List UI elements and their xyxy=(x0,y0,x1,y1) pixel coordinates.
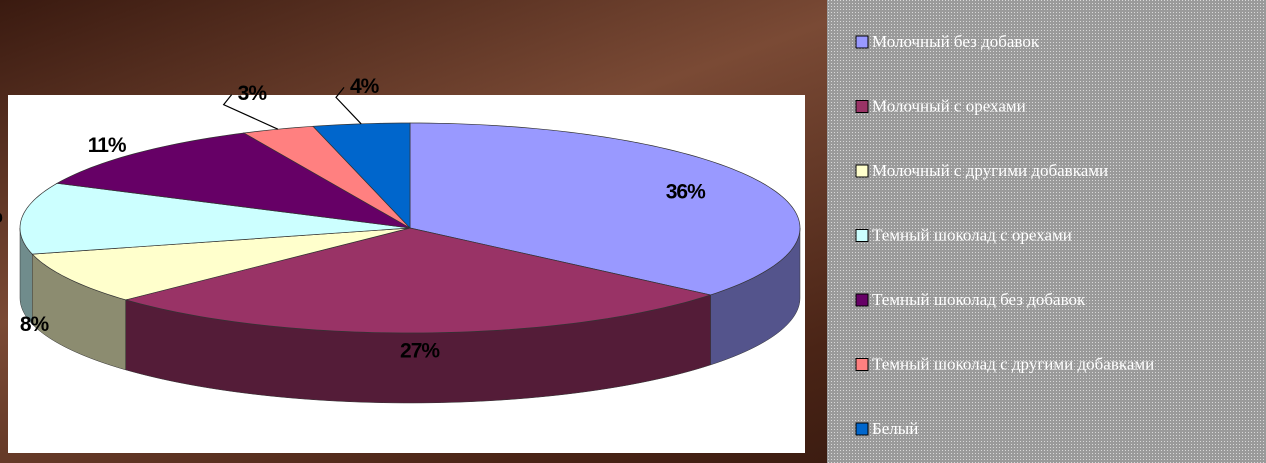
legend-label: Молочный с другими добавками xyxy=(872,161,1108,180)
leader-line xyxy=(222,94,279,130)
pie-slice xyxy=(242,125,411,229)
leader-line xyxy=(335,86,362,125)
legend-label: Темный шоколад с орехами xyxy=(872,225,1072,244)
legend-swatch xyxy=(855,164,869,178)
legend-swatch xyxy=(855,35,869,49)
legend: Молочный без добавок Молочный с орехами Мо… xyxy=(855,32,1154,438)
pie-slice xyxy=(19,182,411,255)
data-label: 11% xyxy=(88,134,127,157)
legend-swatch xyxy=(855,293,869,307)
pie-slice xyxy=(409,122,801,296)
pie: 36%27%8%11%11%3%4% xyxy=(0,75,801,404)
data-label: 4% xyxy=(350,75,380,98)
legend-swatch xyxy=(855,358,869,371)
pie-slice xyxy=(31,227,411,301)
legend-box xyxy=(827,0,1266,463)
legend-label: Молочный с орехами xyxy=(872,96,1026,115)
legend-swatch xyxy=(855,100,869,113)
legend-label: Молочный без добавок xyxy=(872,32,1040,51)
pie-slice xyxy=(124,227,712,334)
legend-label: Темный шоколад с другими добавками xyxy=(872,354,1154,373)
data-label: 8% xyxy=(20,313,50,336)
data-label: 36% xyxy=(666,181,706,204)
pie-slice xyxy=(312,122,411,229)
legend-label: Темный шоколад без добавок xyxy=(872,290,1086,309)
data-label: 27% xyxy=(400,339,440,362)
legend-swatch xyxy=(855,229,869,242)
legend-swatch xyxy=(855,422,869,436)
data-label: 3% xyxy=(238,82,268,105)
legend-label: Белый xyxy=(872,419,918,438)
pie-slice xyxy=(56,132,411,229)
